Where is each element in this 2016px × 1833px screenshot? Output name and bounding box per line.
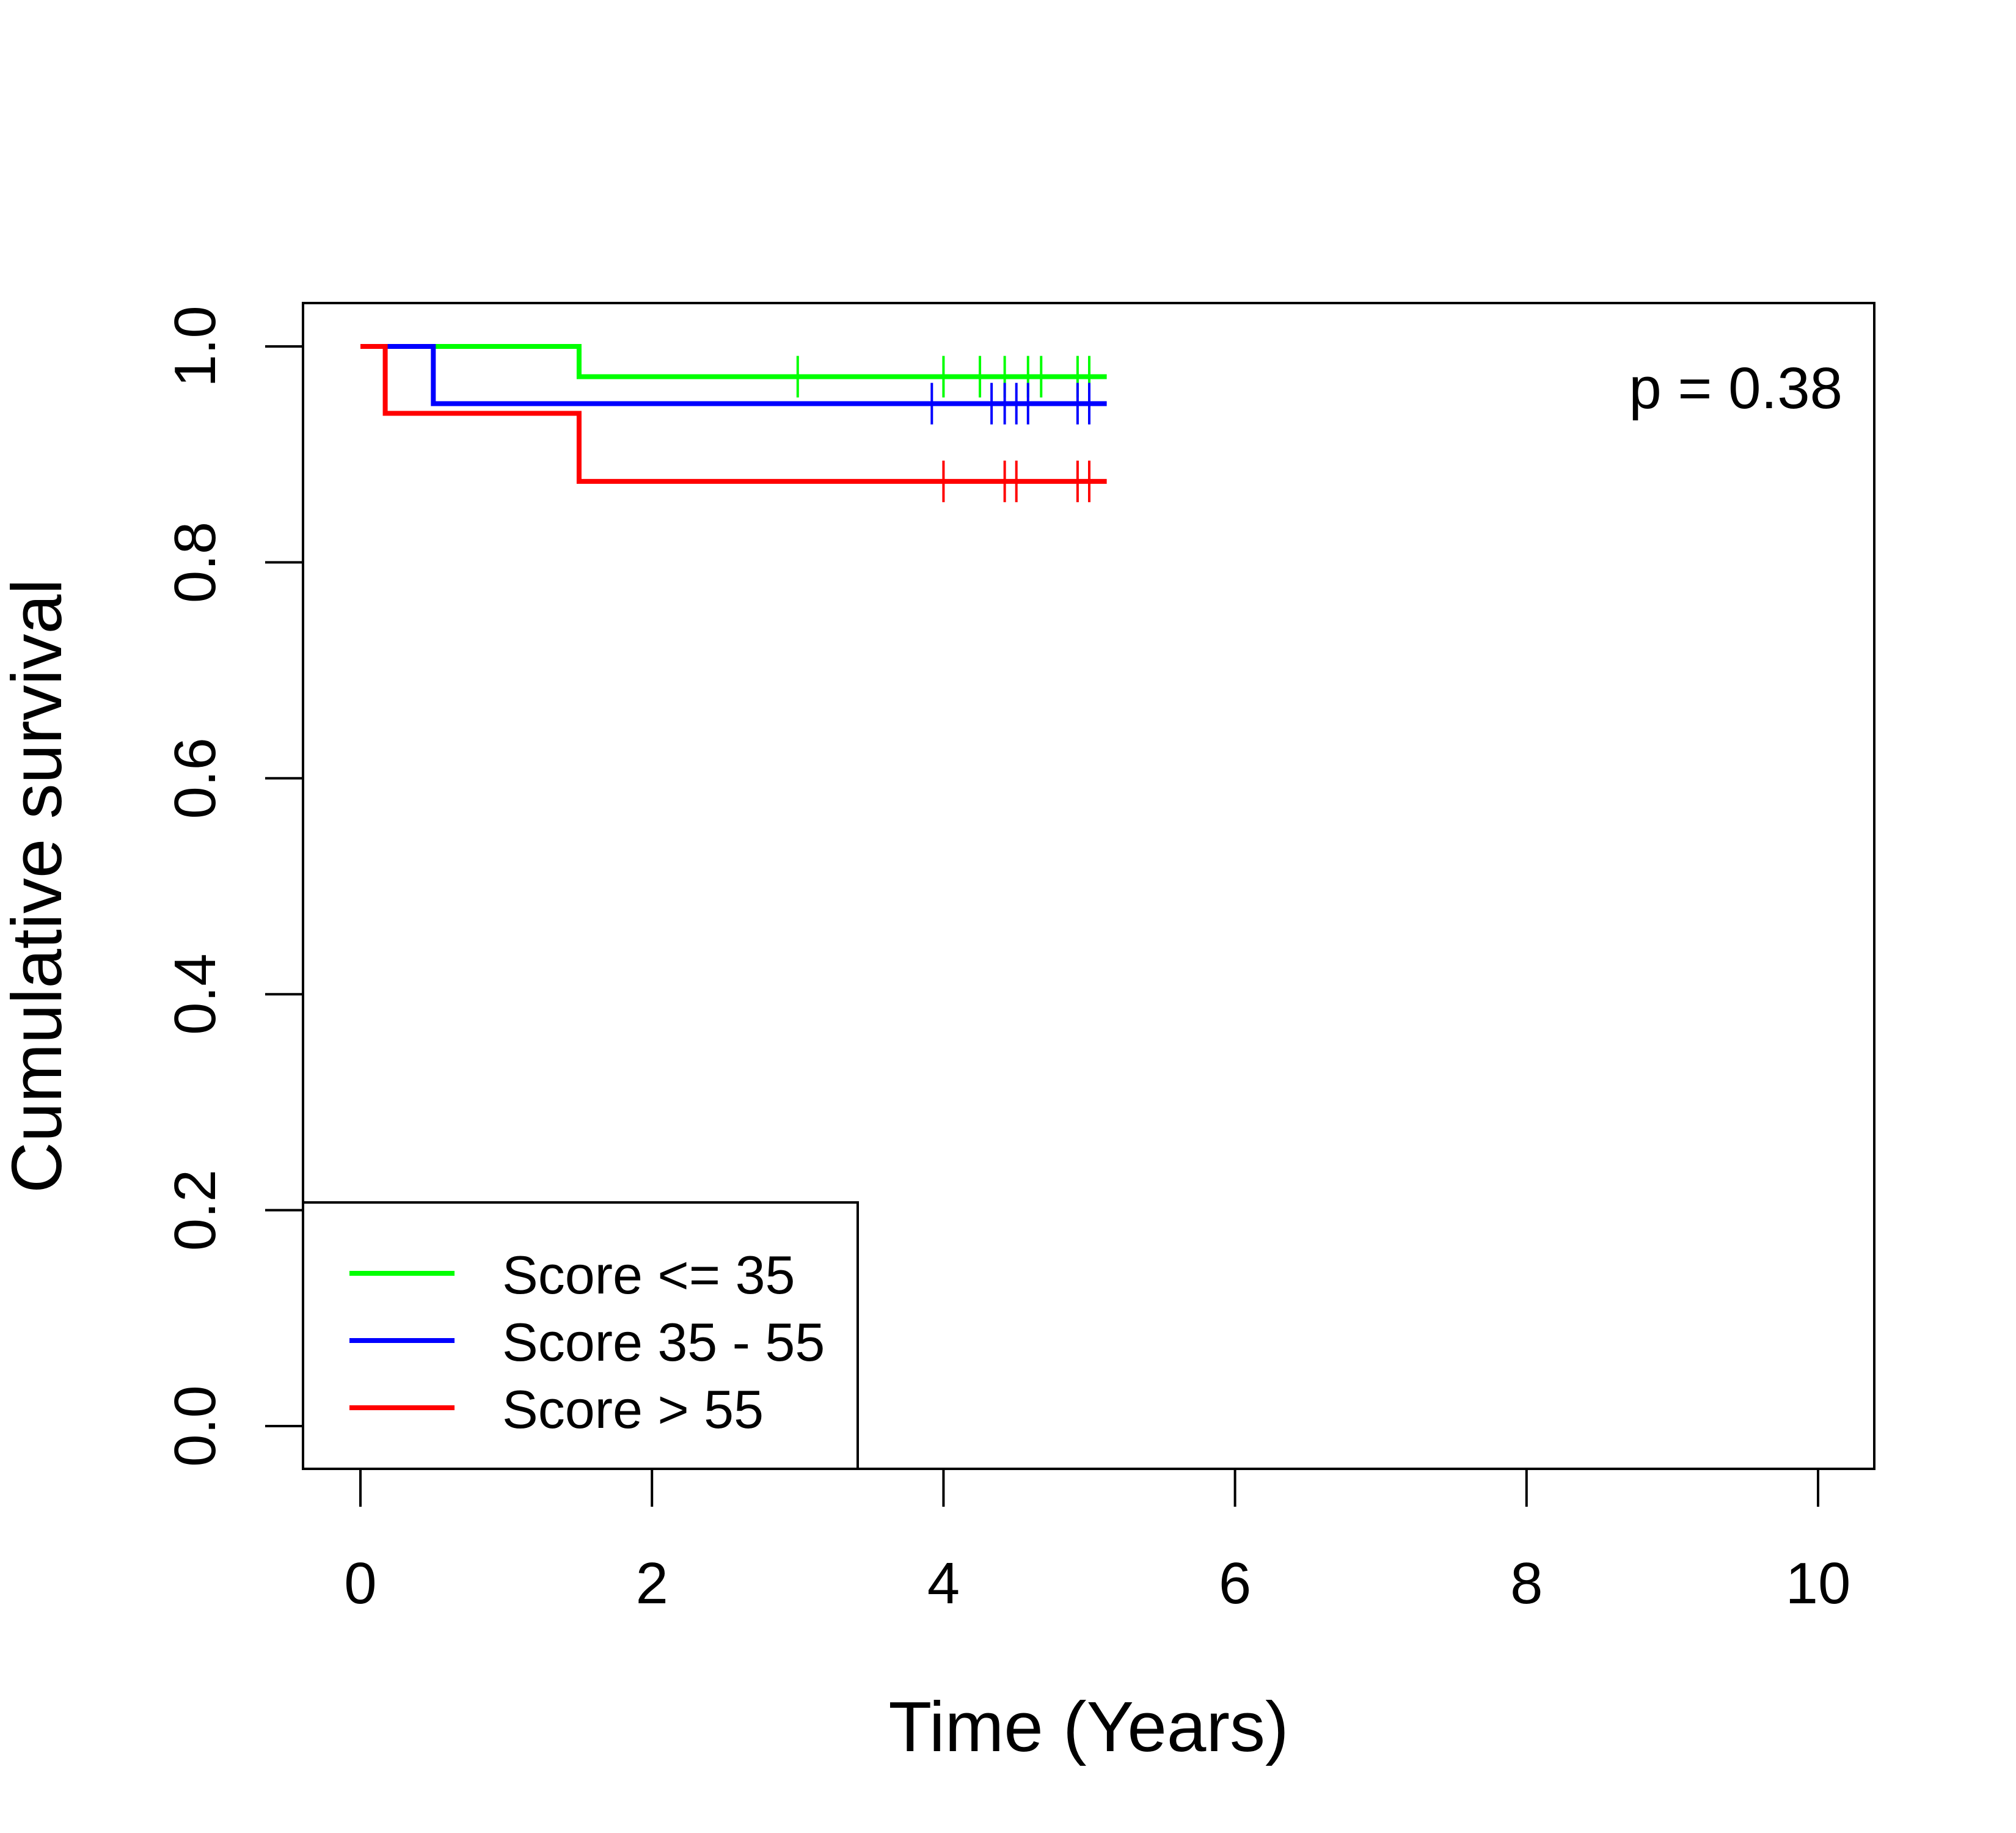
p-value-annotation: p = 0.38 — [1629, 356, 1843, 421]
x-tick-label: 10 — [1786, 1551, 1851, 1616]
x-tick-label: 6 — [1219, 1551, 1251, 1616]
y-axis: 0.0 0.2 0.4 0.6 0.8 1.0 — [163, 306, 304, 1467]
legend: Score <= 35 Score 35 - 55 Score > 55 — [302, 1201, 859, 1470]
series-layer — [360, 344, 1107, 502]
legend-label: Score > 55 — [502, 1379, 764, 1440]
x-tick-label: 8 — [1510, 1551, 1543, 1616]
x-axis-label: Time (Years) — [888, 1687, 1288, 1766]
x-tick-label: 0 — [344, 1551, 376, 1616]
x-axis: 0 2 4 6 8 10 — [344, 1468, 1851, 1616]
legend-label: Score 35 - 55 — [502, 1312, 825, 1372]
y-tick-label: 0.4 — [163, 953, 228, 1034]
y-tick-label: 0.0 — [163, 1385, 228, 1466]
x-tick-label: 4 — [927, 1551, 960, 1616]
survival-curve — [360, 344, 1107, 379]
y-axis-label: Cumulative survival — [0, 579, 76, 1193]
legend-label: Score <= 35 — [502, 1245, 795, 1305]
y-tick-label: 0.8 — [163, 522, 228, 603]
survival-curve — [360, 344, 1107, 484]
y-tick-label: 0.6 — [163, 737, 228, 819]
x-tick-label: 2 — [636, 1551, 668, 1616]
legend-box — [302, 1201, 859, 1470]
y-tick-label: 0.2 — [163, 1169, 228, 1251]
y-tick-label: 1.0 — [163, 306, 228, 387]
survival-curve — [360, 344, 1107, 406]
